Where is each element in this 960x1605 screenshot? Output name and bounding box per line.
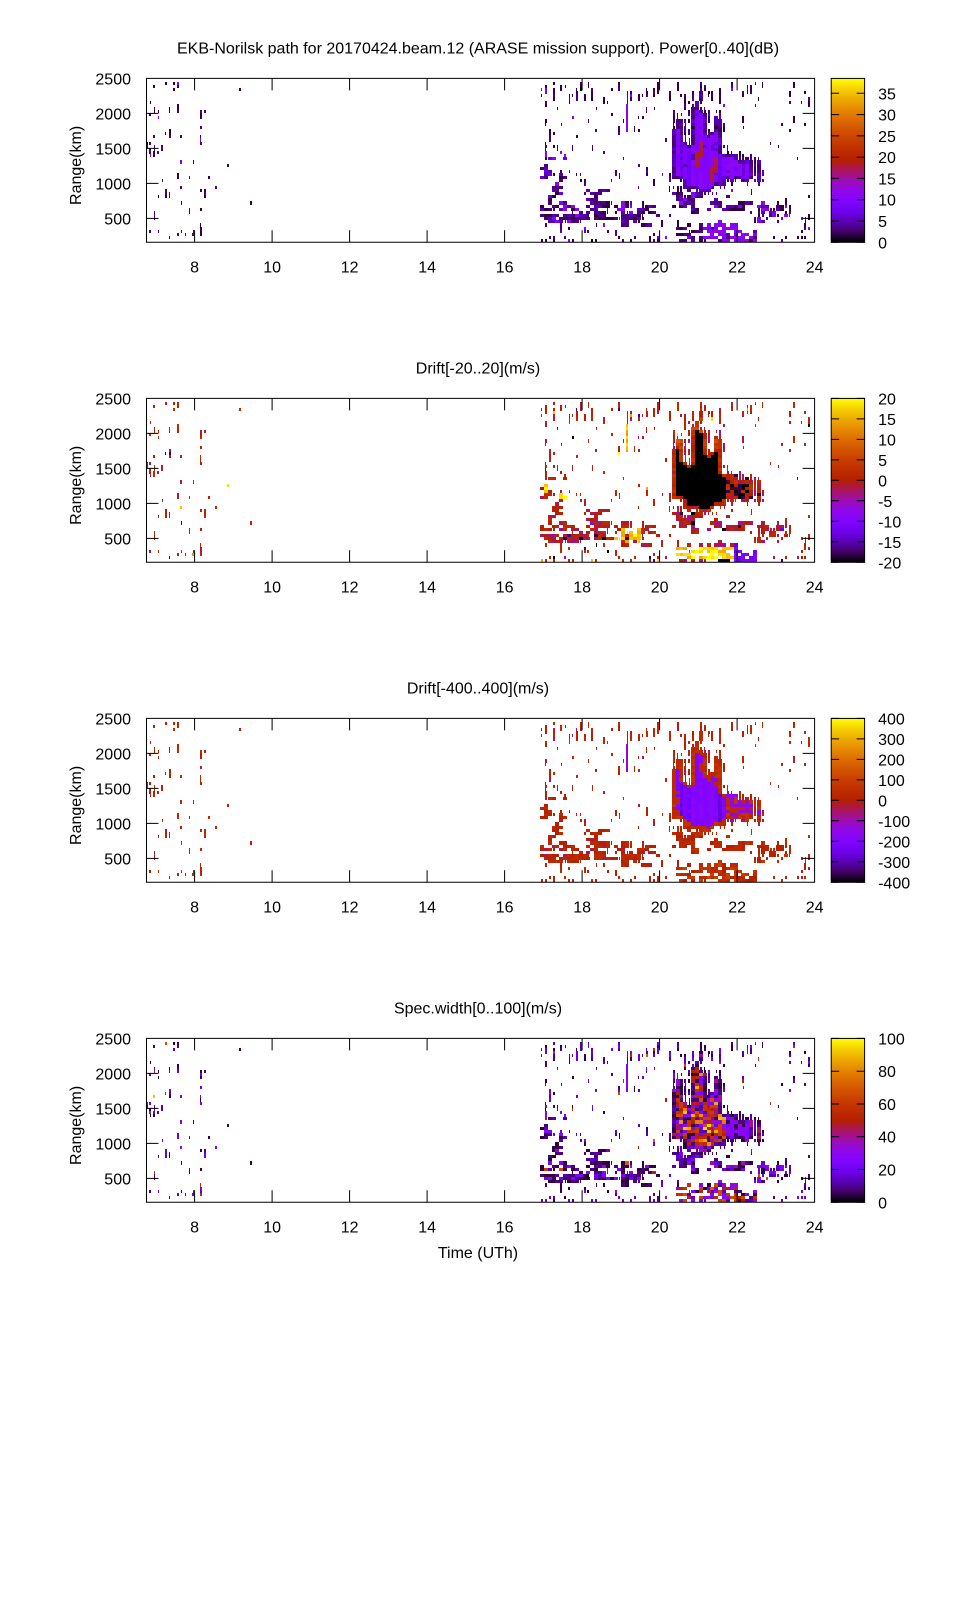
svg-text:16: 16 bbox=[496, 579, 514, 596]
svg-text:1000: 1000 bbox=[95, 1136, 131, 1153]
svg-text:-400: -400 bbox=[878, 875, 910, 892]
svg-text:20: 20 bbox=[651, 899, 669, 916]
svg-text:200: 200 bbox=[878, 752, 905, 769]
svg-text:12: 12 bbox=[341, 579, 359, 596]
svg-text:-10: -10 bbox=[878, 514, 901, 531]
svg-text:10: 10 bbox=[263, 1219, 281, 1236]
svg-text:16: 16 bbox=[496, 899, 514, 916]
svg-text:18: 18 bbox=[573, 1219, 591, 1236]
svg-text:12: 12 bbox=[341, 899, 359, 916]
svg-text:24: 24 bbox=[806, 259, 824, 276]
svg-text:2000: 2000 bbox=[95, 1066, 131, 1083]
svg-text:0: 0 bbox=[878, 473, 887, 490]
svg-text:22: 22 bbox=[728, 899, 746, 916]
svg-text:500: 500 bbox=[104, 1171, 131, 1188]
svg-text:35: 35 bbox=[878, 86, 896, 103]
svg-text:2000: 2000 bbox=[95, 106, 131, 123]
svg-text:0: 0 bbox=[878, 235, 887, 252]
svg-text:20: 20 bbox=[651, 259, 669, 276]
svg-text:1500: 1500 bbox=[95, 1101, 131, 1118]
svg-text:20: 20 bbox=[878, 391, 896, 408]
svg-text:14: 14 bbox=[418, 259, 436, 276]
svg-text:-300: -300 bbox=[878, 855, 910, 872]
svg-text:30: 30 bbox=[878, 108, 896, 125]
svg-text:5: 5 bbox=[878, 214, 887, 231]
svg-text:-15: -15 bbox=[878, 535, 901, 552]
svg-text:Drift[-20..20](m/s): Drift[-20..20](m/s) bbox=[416, 360, 540, 377]
svg-text:18: 18 bbox=[573, 899, 591, 916]
svg-text:1500: 1500 bbox=[95, 461, 131, 478]
svg-text:15: 15 bbox=[878, 171, 896, 188]
svg-text:15: 15 bbox=[878, 412, 896, 429]
svg-text:500: 500 bbox=[104, 211, 131, 228]
svg-text:1000: 1000 bbox=[95, 176, 131, 193]
svg-text:20: 20 bbox=[878, 1163, 896, 1180]
svg-text:18: 18 bbox=[573, 579, 591, 596]
svg-text:2500: 2500 bbox=[95, 391, 131, 408]
svg-text:25: 25 bbox=[878, 129, 896, 146]
svg-text:18: 18 bbox=[573, 259, 591, 276]
svg-text:80: 80 bbox=[878, 1064, 896, 1081]
svg-text:2500: 2500 bbox=[95, 711, 131, 728]
svg-text:-100: -100 bbox=[878, 814, 910, 831]
svg-text:12: 12 bbox=[341, 259, 359, 276]
svg-text:2500: 2500 bbox=[95, 71, 131, 88]
svg-text:0: 0 bbox=[878, 793, 887, 810]
svg-text:Range(km): Range(km) bbox=[68, 766, 85, 845]
svg-text:8: 8 bbox=[190, 259, 199, 276]
svg-text:400: 400 bbox=[878, 711, 905, 728]
svg-text:Range(km): Range(km) bbox=[68, 1086, 85, 1165]
svg-text:20: 20 bbox=[651, 1219, 669, 1236]
svg-text:22: 22 bbox=[728, 579, 746, 596]
svg-text:100: 100 bbox=[878, 773, 905, 790]
svg-text:20: 20 bbox=[651, 579, 669, 596]
svg-text:10: 10 bbox=[263, 259, 281, 276]
svg-text:40: 40 bbox=[878, 1130, 896, 1147]
svg-text:Time (UTh): Time (UTh) bbox=[438, 1245, 518, 1262]
svg-text:60: 60 bbox=[878, 1097, 896, 1114]
svg-text:Range(km): Range(km) bbox=[68, 446, 85, 525]
svg-text:2500: 2500 bbox=[95, 1031, 131, 1048]
svg-text:-20: -20 bbox=[878, 555, 901, 572]
svg-text:24: 24 bbox=[806, 1219, 824, 1236]
svg-text:300: 300 bbox=[878, 732, 905, 749]
svg-text:8: 8 bbox=[190, 579, 199, 596]
svg-text:14: 14 bbox=[418, 899, 436, 916]
svg-text:24: 24 bbox=[806, 579, 824, 596]
svg-text:500: 500 bbox=[104, 531, 131, 548]
svg-text:0: 0 bbox=[878, 1195, 887, 1212]
svg-text:8: 8 bbox=[190, 1219, 199, 1236]
svg-text:100: 100 bbox=[878, 1031, 905, 1048]
svg-text:16: 16 bbox=[496, 1219, 514, 1236]
svg-text:-200: -200 bbox=[878, 834, 910, 851]
svg-text:Drift[-400..400](m/s): Drift[-400..400](m/s) bbox=[407, 680, 549, 697]
svg-text:Spec.width[0..100](m/s): Spec.width[0..100](m/s) bbox=[394, 1000, 562, 1017]
svg-text:10: 10 bbox=[263, 899, 281, 916]
svg-text:2000: 2000 bbox=[95, 746, 131, 763]
svg-text:22: 22 bbox=[728, 259, 746, 276]
svg-text:1000: 1000 bbox=[95, 496, 131, 513]
svg-text:12: 12 bbox=[341, 1219, 359, 1236]
svg-text:10: 10 bbox=[878, 193, 896, 210]
svg-text:10: 10 bbox=[878, 432, 896, 449]
svg-text:2000: 2000 bbox=[95, 426, 131, 443]
svg-text:24: 24 bbox=[806, 899, 824, 916]
svg-text:22: 22 bbox=[728, 1219, 746, 1236]
svg-text:Range(km): Range(km) bbox=[68, 126, 85, 205]
svg-text:5: 5 bbox=[878, 453, 887, 470]
svg-text:14: 14 bbox=[418, 1219, 436, 1236]
svg-text:1500: 1500 bbox=[95, 141, 131, 158]
svg-text:EKB-Norilsk path for 20170424.: EKB-Norilsk path for 20170424.beam.12 (A… bbox=[177, 40, 779, 57]
svg-text:1500: 1500 bbox=[95, 781, 131, 798]
svg-text:8: 8 bbox=[190, 899, 199, 916]
svg-text:-5: -5 bbox=[878, 494, 892, 511]
svg-text:16: 16 bbox=[496, 259, 514, 276]
svg-text:500: 500 bbox=[104, 851, 131, 868]
svg-text:14: 14 bbox=[418, 579, 436, 596]
svg-text:10: 10 bbox=[263, 579, 281, 596]
svg-text:1000: 1000 bbox=[95, 816, 131, 833]
svg-text:20: 20 bbox=[878, 150, 896, 167]
